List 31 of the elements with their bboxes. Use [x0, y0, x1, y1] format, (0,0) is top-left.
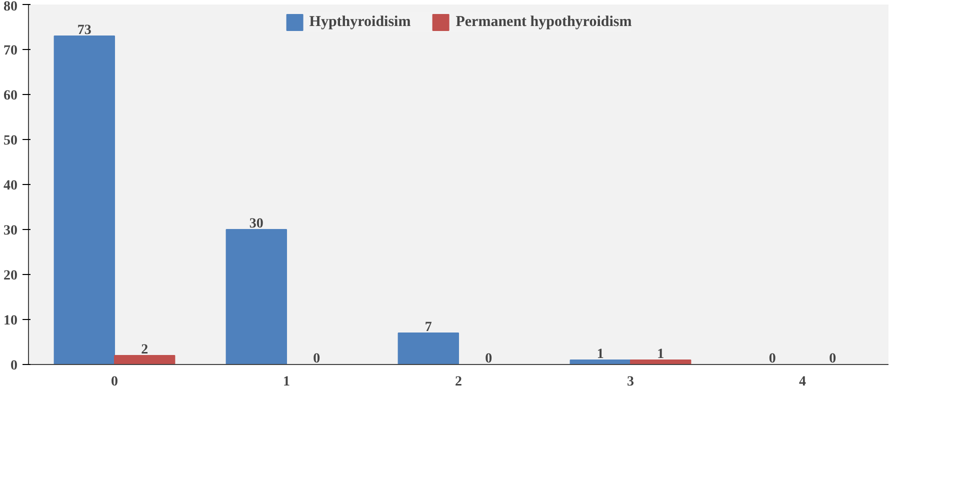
x-tick-label: 0 — [111, 374, 118, 390]
y-tick-label: 50 — [4, 134, 18, 148]
bar — [54, 36, 115, 364]
x-tick-label: 1 — [283, 374, 290, 390]
y-tick-label: 40 — [4, 178, 18, 194]
data-label: 1 — [596, 347, 604, 362]
x-tick-label: 3 — [627, 374, 634, 390]
data-label: 0 — [768, 352, 776, 366]
data-label: 0 — [485, 352, 492, 366]
x-tick-label: 2 — [455, 374, 462, 390]
x-tick-label: 4 — [799, 374, 806, 390]
data-label: 0 — [313, 352, 320, 366]
legend-label: Hypthyroidisim — [309, 14, 411, 30]
y-tick-label: 30 — [4, 224, 18, 238]
y-tick-label: 60 — [4, 88, 18, 104]
y-tick-label: 70 — [4, 44, 18, 58]
bar — [226, 229, 287, 364]
bar — [114, 355, 176, 364]
y-tick-label: 10 — [4, 314, 18, 328]
data-label: 7 — [424, 320, 432, 335]
y-tick-label: 20 — [4, 268, 18, 284]
data-label: 30 — [249, 216, 264, 232]
y-tick-label: 0 — [10, 358, 18, 374]
data-label: 0 — [829, 352, 836, 366]
y-tick-label: 80 — [4, 0, 18, 14]
data-label: 73 — [77, 23, 92, 38]
bar — [398, 332, 459, 364]
bar — [630, 360, 692, 364]
data-label: 1 — [657, 347, 664, 362]
data-label: 2 — [141, 342, 148, 358]
legend-label: Permanent hypothyroidism — [456, 14, 632, 30]
